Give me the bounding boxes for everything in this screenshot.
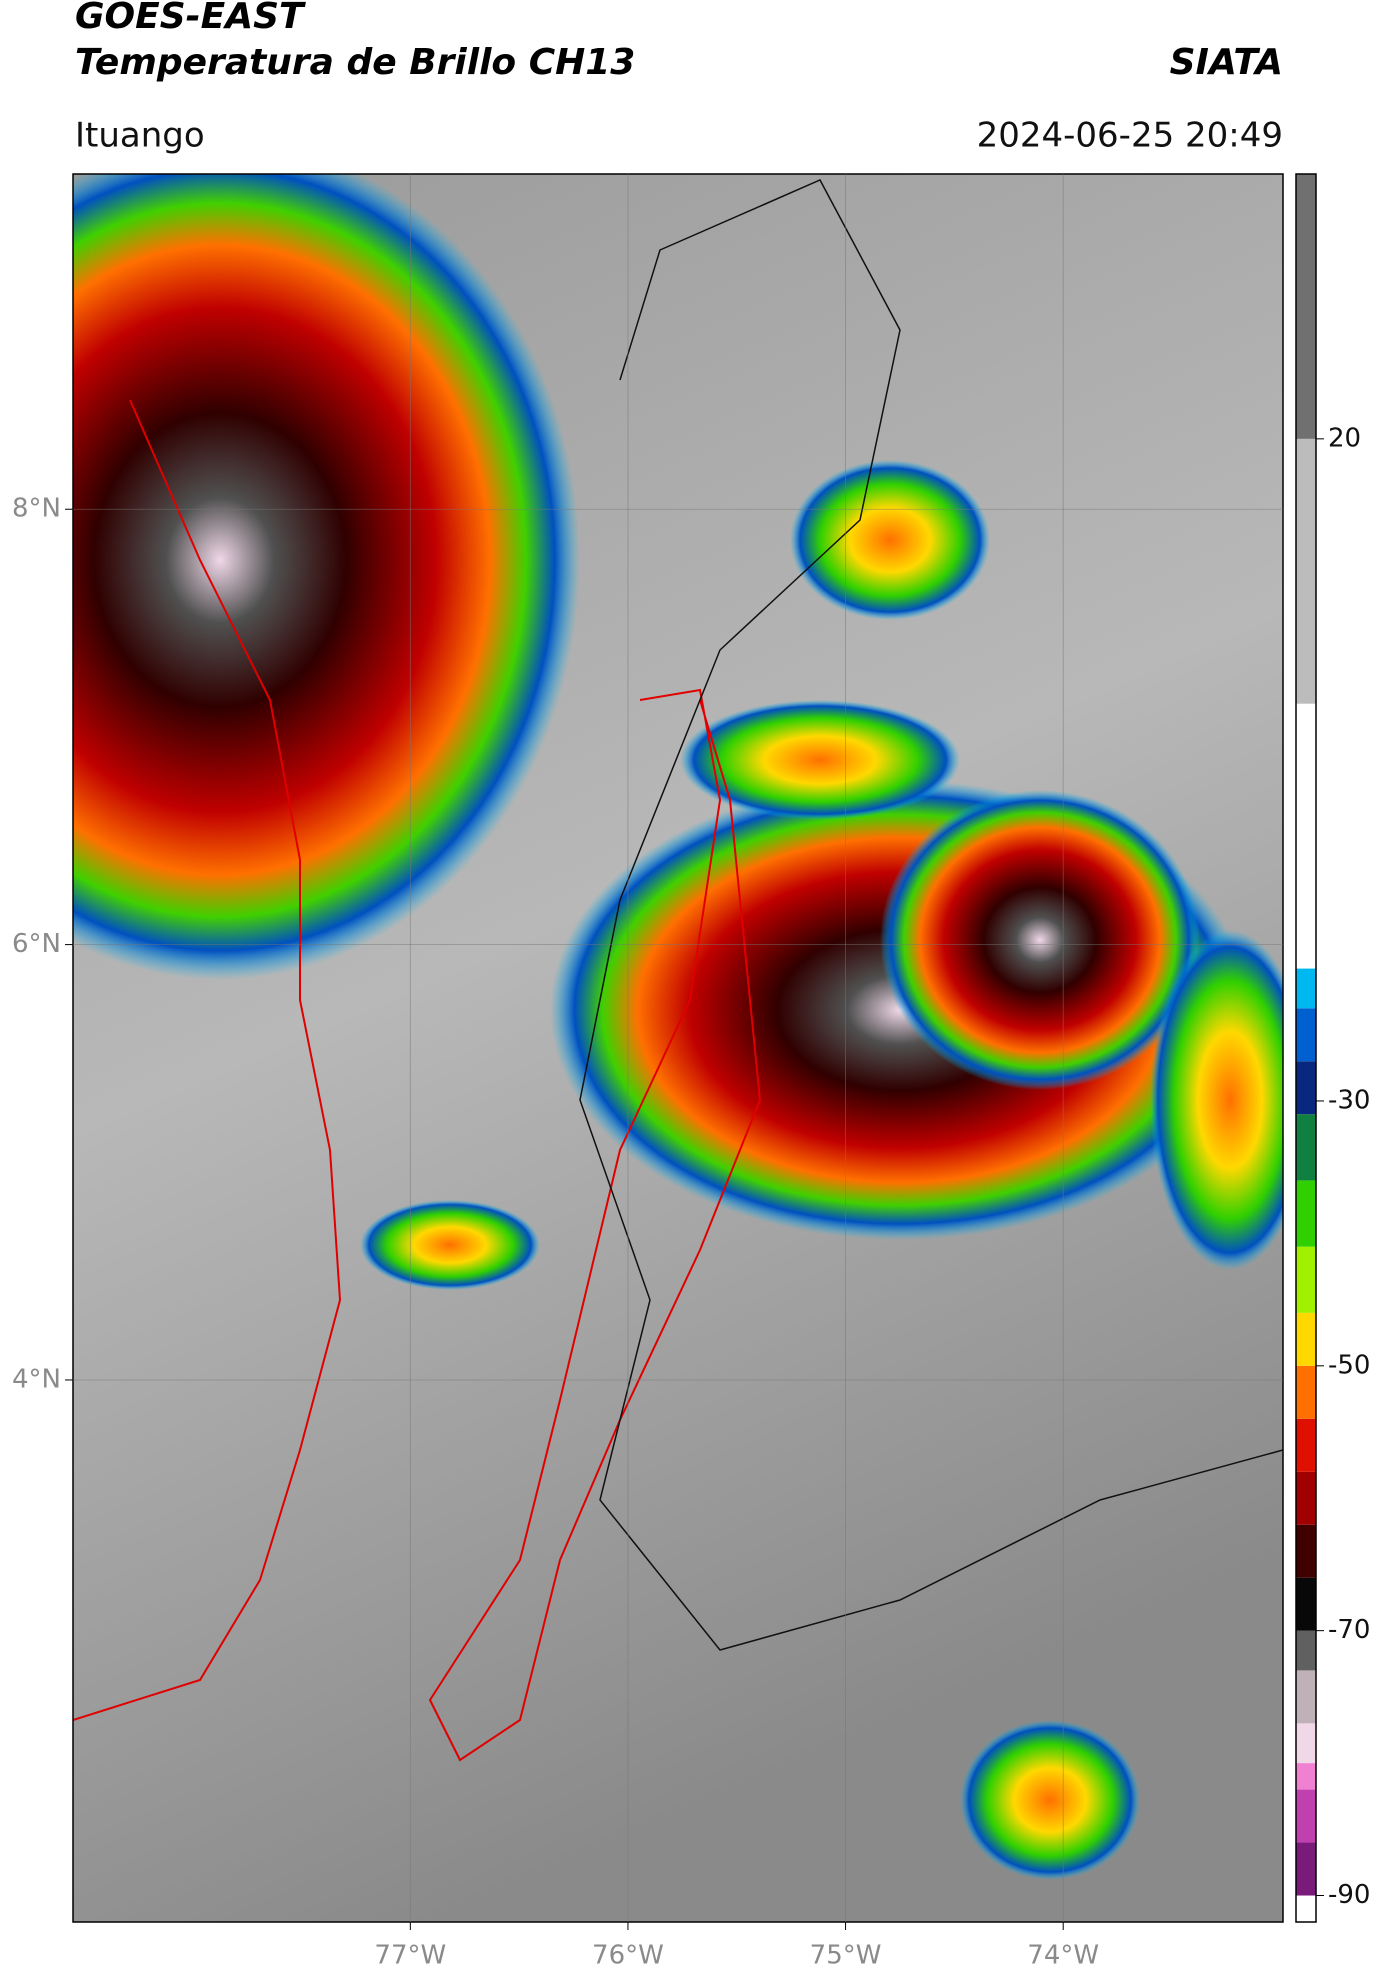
- coastline: [73, 399, 342, 1721]
- cloud-cell: [790, 460, 990, 620]
- border: [428, 688, 762, 1762]
- colorbar-segment: [1296, 1670, 1316, 1724]
- x-tick-label: 74°W: [1027, 1941, 1099, 1971]
- x-tick-label: 75°W: [810, 1941, 882, 1971]
- y-tick-label: 8°N: [12, 494, 61, 524]
- colorbar-segment: [1296, 1061, 1316, 1115]
- cloud-cell: [680, 700, 960, 820]
- colorbar-segment: [1296, 1312, 1316, 1366]
- colorbar-segment: [1296, 1524, 1316, 1578]
- colorbar-segment: [1296, 703, 1316, 969]
- x-tick-label: 77°W: [374, 1941, 446, 1971]
- colorbar-segment: [1296, 1723, 1316, 1764]
- colorbar: [1296, 174, 1316, 1922]
- cloud-system: [880, 790, 1200, 1090]
- colorbar-segment: [1296, 438, 1316, 704]
- x-tick-label: 76°W: [592, 1941, 664, 1971]
- colorbar-segment: [1296, 1763, 1316, 1790]
- region: Ituango: [75, 116, 205, 156]
- colorbar-segment: [1296, 1577, 1316, 1631]
- colorbar-segment: [1296, 1246, 1316, 1313]
- colorbar-segment: [1296, 1895, 1316, 1922]
- timestamp: 2024-06-25 20:49: [977, 116, 1283, 156]
- y-tick-label: 6°N: [12, 929, 61, 959]
- y-tick-label: 4°N: [12, 1364, 61, 1394]
- map-frame: [72, 173, 1284, 1923]
- colorbar-frame: [1295, 173, 1317, 1923]
- cloud-cell: [960, 1720, 1140, 1880]
- colorbar-segment: [1296, 1418, 1316, 1472]
- brand: SIATA: [1170, 42, 1283, 83]
- title: GOES-EAST: [75, 0, 306, 37]
- colorbar-tick-label: -70: [1328, 1615, 1370, 1645]
- colorbar-tick-label: -90: [1328, 1880, 1370, 1910]
- colorbar-segment: [1296, 1365, 1316, 1419]
- colorbar-segment: [1296, 174, 1316, 439]
- colorbar-tick-label: 20: [1328, 423, 1361, 453]
- cloud-system: [73, 174, 580, 980]
- map-image: [73, 174, 1283, 1922]
- border: [579, 179, 1283, 1651]
- subtitle: Temperatura de Brillo CH13: [75, 42, 635, 83]
- colorbar-segment: [1296, 1114, 1316, 1181]
- colorbar-segment: [1296, 1008, 1316, 1062]
- colorbar-segment: [1296, 1789, 1316, 1843]
- colorbar-segment: [1296, 1630, 1316, 1671]
- cloud-cell: [360, 1200, 540, 1290]
- cloud-cell: [1150, 930, 1283, 1270]
- colorbar-segment: [1296, 1180, 1316, 1247]
- colorbar-tick-label: -50: [1328, 1350, 1370, 1380]
- colorbar-segment: [1296, 968, 1316, 1009]
- colorbar-tick-label: -30: [1328, 1085, 1370, 1115]
- colorbar-segment: [1296, 1471, 1316, 1525]
- colorbar-segment: [1296, 1842, 1316, 1896]
